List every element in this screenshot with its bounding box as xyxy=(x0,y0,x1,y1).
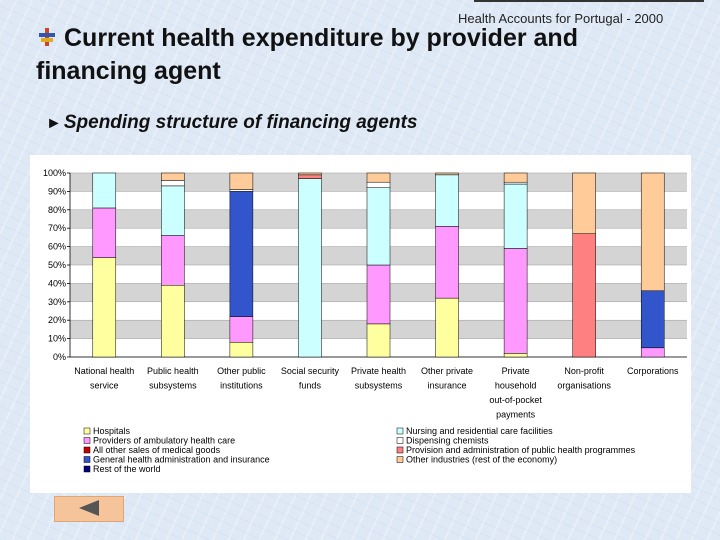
legend-swatch-general_admin xyxy=(83,456,91,463)
page-title-text: Current health expenditure by provider a… xyxy=(36,24,578,85)
x-tick-label: funds xyxy=(299,381,322,391)
y-tick-label: 100% xyxy=(43,168,66,178)
bar-segment-ambulatory xyxy=(92,207,117,258)
x-tick-label: institutions xyxy=(220,381,263,391)
x-tick-label: Public health xyxy=(147,366,199,376)
x-tick-label: out-of-pocket xyxy=(489,395,542,405)
x-tick-label: household xyxy=(495,381,537,391)
y-tick-label: 70% xyxy=(48,223,66,233)
legend-swatch-rest_of_world xyxy=(83,465,91,473)
bar-segment-ambulatory xyxy=(229,316,254,343)
x-tick-label: insurance xyxy=(428,381,467,391)
legend-label: Nursing and residential care facilities xyxy=(406,426,553,436)
y-tick-label: 50% xyxy=(48,260,66,270)
legend-label: General health administration and insura… xyxy=(93,455,270,465)
bar-segment-dispensing_chemists xyxy=(366,181,391,188)
x-tick-label: subsystems xyxy=(355,381,403,391)
x-tick-label: Other public xyxy=(217,366,266,376)
bar-segment-hospitals xyxy=(435,297,459,358)
slide-header: Health Accounts for Portugal - 2000 xyxy=(458,11,664,26)
x-tick-label: Private xyxy=(502,366,530,376)
y-tick-label: 60% xyxy=(48,242,66,252)
legend-swatch-other_industries xyxy=(396,456,404,463)
y-tick-label: 40% xyxy=(48,278,66,288)
bar-segment-ambulatory xyxy=(161,235,185,286)
bar-segment-dispensing_chemists xyxy=(503,181,528,185)
header-rule xyxy=(474,0,704,2)
legend-label: All other sales of medical goods xyxy=(93,445,221,455)
subtitle-text: Spending structure of financing agents xyxy=(63,112,418,133)
bar-segment-general_admin xyxy=(229,191,254,317)
bar-segment-other_industries xyxy=(366,172,391,183)
bar-segment-nursing xyxy=(366,187,391,266)
bar-segment-dispensing_chemists xyxy=(229,189,254,192)
bar-segment-general_admin xyxy=(640,290,665,349)
back-button[interactable] xyxy=(54,496,124,522)
bar-segment-nursing xyxy=(503,183,528,249)
bar-segment-ambulatory xyxy=(366,264,391,325)
bar-segment-nursing xyxy=(92,172,117,209)
legend-label: Hospitals xyxy=(93,426,131,436)
bar-segment-other_industries xyxy=(298,172,322,176)
bar-segment-public_health xyxy=(572,233,596,358)
bar-segment-other_industries xyxy=(161,172,185,181)
legend-swatch-dispensing_chemists xyxy=(396,437,404,444)
bar-segment-public_health xyxy=(298,174,322,179)
x-tick-label: Non-profit xyxy=(564,366,604,376)
x-tick-label: Private health xyxy=(351,366,406,376)
legend-label: Providers of ambulatory health care xyxy=(93,436,235,446)
legend-swatch-ambulatory xyxy=(83,437,91,444)
legend-label: Rest of the world xyxy=(93,464,161,474)
bar-segment-hospitals xyxy=(366,323,391,358)
page-title: Current health expenditure by provider a… xyxy=(36,22,676,88)
legend-label: Other industries (rest of the economy) xyxy=(406,455,557,465)
chart-panel: 0% 10% 20% 30% 40% 50% 60% 70% 80% 90% 100% Nationa… xyxy=(30,155,691,493)
bar-segment-ambulatory xyxy=(640,347,665,358)
x-tick-label: service xyxy=(90,381,119,391)
y-tick-label: 20% xyxy=(48,315,66,325)
legend-swatch-public_health xyxy=(396,446,404,454)
y-tick-label: 0% xyxy=(53,352,66,362)
bar-segment-other_industries xyxy=(503,172,528,183)
bar-segment-ambulatory xyxy=(503,248,528,354)
bar-segment-other_industries xyxy=(640,172,665,292)
legend-label: Dispensing chemists xyxy=(406,436,489,446)
back-arrow-icon xyxy=(79,500,99,516)
bar-segment-hospitals xyxy=(92,257,117,358)
x-tick-label: Other private xyxy=(421,366,473,376)
y-tick-label: 90% xyxy=(48,186,66,196)
legend-swatch-hospitals xyxy=(83,427,91,435)
legend-swatch-nursing xyxy=(396,427,404,435)
bar-segment-nursing xyxy=(298,178,322,358)
y-tick-label: 10% xyxy=(48,334,66,344)
bar-segment-nursing xyxy=(435,174,459,227)
x-tick-label: National health xyxy=(74,366,134,376)
bar-segment-hospitals xyxy=(503,353,528,358)
x-tick-label: subsystems xyxy=(149,381,197,391)
x-tick-label: Corporations xyxy=(627,366,679,376)
bar-segment-ambulatory xyxy=(435,226,459,299)
chart-subtitle: ► Spending structure of financing agents xyxy=(46,112,417,134)
bar-segment-other_industries xyxy=(229,172,254,190)
legend-swatch-other_medical_goods xyxy=(83,446,91,454)
x-tick-label: organisations xyxy=(557,381,611,391)
bar-segment-hospitals xyxy=(161,284,185,358)
legend-label: Provision and administration of public h… xyxy=(406,445,636,455)
y-tick-label: 30% xyxy=(48,297,66,307)
bar-segment-hospitals xyxy=(229,342,254,358)
stacked-bar-chart: 0% 10% 20% 30% 40% 50% 60% 70% 80% 90% 100% Nationa… xyxy=(43,168,687,474)
x-tick-label: payments xyxy=(496,410,536,420)
bar-segment-dispensing_chemists xyxy=(161,180,185,187)
y-tick-label: 80% xyxy=(48,205,66,215)
x-tick-label: Social security xyxy=(281,366,340,376)
bar-segment-nursing xyxy=(161,185,185,236)
bar-segment-other_industries xyxy=(435,172,459,176)
subtitle-marker-icon: ► xyxy=(46,115,62,132)
bar-segment-other_industries xyxy=(572,172,596,234)
bullet-icon xyxy=(39,28,55,46)
